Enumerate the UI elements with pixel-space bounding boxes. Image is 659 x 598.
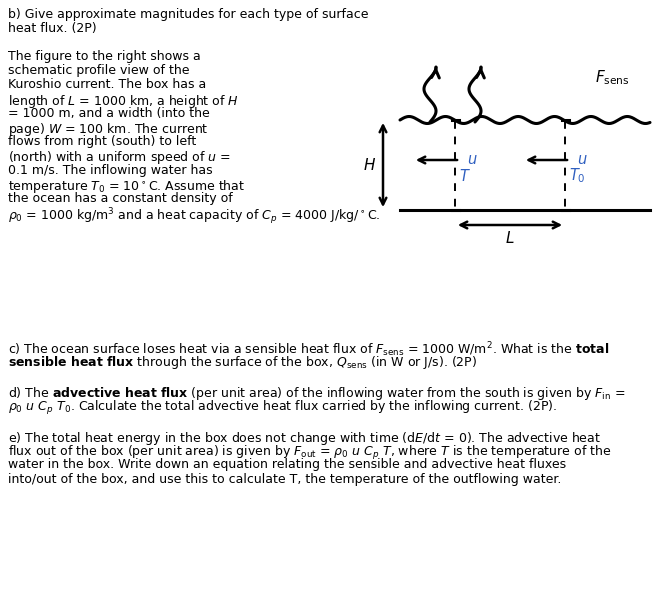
Text: length of $\mathit{L}$ = 1000 km, a height of $\mathit{H}$: length of $\mathit{L}$ = 1000 km, a heig… [8, 93, 239, 109]
Text: Kuroshio current. The box has a: Kuroshio current. The box has a [8, 78, 206, 91]
Text: $\rho_0\ u\ C_p\ T_0$. Calculate the total advective heat flux carried by the in: $\rho_0\ u\ C_p\ T_0$. Calculate the tot… [8, 399, 558, 417]
Text: into/out of the box, and use this to calculate T, the temperature of the outflow: into/out of the box, and use this to cal… [8, 472, 561, 486]
Text: The figure to the right shows a: The figure to the right shows a [8, 50, 201, 63]
Text: c) The ocean surface loses heat via a sensible heat flux of $F_{\rm sens}$ = 100: c) The ocean surface loses heat via a se… [8, 340, 610, 359]
Text: b) Give approximate magnitudes for each type of surface: b) Give approximate magnitudes for each … [8, 8, 368, 21]
Text: $L$: $L$ [505, 230, 515, 246]
Text: water in the box. Write down an equation relating the sensible and advective hea: water in the box. Write down an equation… [8, 459, 566, 471]
Text: 0.1 m/s. The inflowing water has: 0.1 m/s. The inflowing water has [8, 164, 213, 176]
Text: d) The $\mathbf{advective\ heat\ flux}$ (per unit area) of the inflowing water f: d) The $\mathbf{advective\ heat\ flux}$ … [8, 385, 625, 402]
Text: $F_{\rm sens}$: $F_{\rm sens}$ [595, 69, 630, 87]
Text: temperature $\mathit{T_0}$ = 10$^\circ$C. Assume that: temperature $\mathit{T_0}$ = 10$^\circ$C… [8, 178, 245, 195]
Text: $H$: $H$ [364, 157, 376, 173]
Text: $\rho_0$ = 1000 kg/m$^3$ and a heat capacity of $C_p$ = 4000 J/kg/$^\circ$C.: $\rho_0$ = 1000 kg/m$^3$ and a heat capa… [8, 206, 380, 227]
Text: page) $\mathit{W}$ = 100 km. The current: page) $\mathit{W}$ = 100 km. The current [8, 121, 209, 138]
Text: $u$: $u$ [577, 152, 588, 167]
Text: $u$: $u$ [467, 152, 478, 167]
Text: $\mathbf{sensible\ heat\ flux}$ through the surface of the box, $Q_{\rm sens}$ (: $\mathbf{sensible\ heat\ flux}$ through … [8, 354, 477, 371]
Text: flows from right (south) to left: flows from right (south) to left [8, 135, 196, 148]
Text: e) The total heat energy in the box does not change with time (d$E$/d$t$ = 0). T: e) The total heat energy in the box does… [8, 430, 601, 447]
Text: $T_0$: $T_0$ [569, 167, 586, 185]
Text: schematic profile view of the: schematic profile view of the [8, 64, 190, 77]
Text: = 1000 m, and a width (into the: = 1000 m, and a width (into the [8, 107, 210, 120]
Text: flux out of the box (per unit area) is given by $F_{\rm out}$ = $\rho_0\ u\ C_p\: flux out of the box (per unit area) is g… [8, 444, 612, 462]
Text: $T$: $T$ [459, 168, 471, 184]
Text: (north) with a uniform speed of $\mathit{u}$ =: (north) with a uniform speed of $\mathit… [8, 150, 231, 166]
Text: heat flux. (2P): heat flux. (2P) [8, 22, 97, 35]
Text: the ocean has a constant density of: the ocean has a constant density of [8, 192, 233, 205]
